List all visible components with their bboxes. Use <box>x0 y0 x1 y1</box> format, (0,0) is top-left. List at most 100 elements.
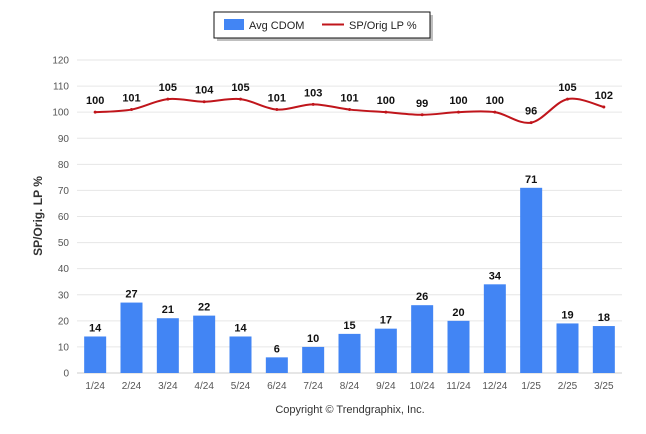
x-tick-label: 2/24 <box>122 381 142 392</box>
y-tick-label: 110 <box>53 82 69 93</box>
line-value-label: 96 <box>525 106 537 118</box>
bar-value-label: 34 <box>489 270 502 282</box>
y-tick-label: 20 <box>58 316 70 327</box>
bar <box>374 328 397 373</box>
bar-value-label: 18 <box>598 312 610 324</box>
line-value-label: 100 <box>449 95 467 107</box>
bar-value-label: 20 <box>452 307 464 319</box>
y-tick-label: 0 <box>63 369 69 380</box>
y-tick-label: 120 <box>52 56 69 67</box>
x-tick-label: 12/24 <box>482 381 507 392</box>
copyright-footer: Copyright © Trendgraphix, Inc. <box>275 404 424 416</box>
bar-value-label: 27 <box>125 289 137 301</box>
bar <box>520 187 543 373</box>
bar-value-label: 21 <box>162 304 174 316</box>
bar <box>556 323 579 373</box>
line-value-label: 101 <box>122 93 140 105</box>
y-tick-label: 100 <box>52 108 69 119</box>
x-tick-label: 1/24 <box>85 381 105 392</box>
bar <box>447 320 470 373</box>
bar <box>120 302 143 373</box>
bar-value-label: 22 <box>198 302 210 314</box>
bar <box>592 326 615 373</box>
data-labels: 14 27 21 22 14 6 10 15 17 26 20 34 71 19 18 100 101 105 10… <box>86 82 613 355</box>
bar-value-label: 26 <box>416 291 428 303</box>
bar <box>229 336 252 373</box>
bar-value-label: 14 <box>234 322 247 334</box>
y-tick-label: 60 <box>58 212 70 223</box>
line-value-label: 103 <box>304 87 322 99</box>
line-value-label: 101 <box>268 93 286 105</box>
x-tick-label: 3/25 <box>594 381 614 392</box>
bar <box>156 318 179 373</box>
line-value-label: 105 <box>159 82 177 94</box>
y-tick-label: 10 <box>58 342 70 353</box>
line-point <box>566 97 569 101</box>
line-point <box>311 102 315 106</box>
line-point <box>420 113 424 117</box>
line-point <box>93 110 97 114</box>
x-tick-label: 7/24 <box>303 381 323 392</box>
bar-series <box>84 187 615 373</box>
line-point <box>384 110 388 114</box>
bar-value-label: 71 <box>525 174 537 186</box>
line-value-label: 100 <box>377 95 395 107</box>
bar <box>302 346 325 373</box>
bar <box>193 315 216 373</box>
line-point <box>457 110 460 114</box>
bar-value-label: 14 <box>89 322 102 334</box>
line-value-label: 99 <box>416 98 428 110</box>
line-point <box>529 121 533 125</box>
line-point <box>275 108 279 112</box>
y-tick-label: 40 <box>58 264 70 275</box>
line-point <box>239 97 242 101</box>
y-tick-label: 80 <box>58 160 70 171</box>
y-tick-label: 70 <box>58 186 70 197</box>
x-axis: 1/24 2/24 3/24 4/24 5/24 6/24 7/24 8/24 9/24 10/2… <box>85 381 614 392</box>
bar <box>483 284 506 373</box>
y-tick-label: 30 <box>58 290 70 301</box>
line-value-label: 104 <box>195 85 214 97</box>
bar <box>84 336 107 373</box>
bar <box>265 357 288 373</box>
line-point <box>602 105 606 109</box>
line-point <box>202 100 206 104</box>
line-value-label: 101 <box>340 93 358 105</box>
legend: Avg CDOM SP/Orig LP % <box>213 11 433 41</box>
x-tick-label: 2/25 <box>558 381 578 392</box>
x-tick-label: 9/24 <box>376 381 396 392</box>
bar-value-label: 10 <box>307 333 319 345</box>
x-tick-label: 4/24 <box>194 381 214 392</box>
bar-value-label: 6 <box>274 343 280 355</box>
y-axis-title: SP/Orig. LP % <box>31 176 45 256</box>
x-tick-label: 8/24 <box>340 381 360 392</box>
legend-label-bar: Avg CDOM <box>249 20 304 32</box>
bar <box>411 305 434 373</box>
bar-value-label: 17 <box>380 315 392 327</box>
x-tick-label: 3/24 <box>158 381 178 392</box>
y-tick-label: 90 <box>58 134 70 145</box>
x-tick-label: 1/25 <box>521 381 541 392</box>
line-point <box>493 110 497 114</box>
line-series <box>93 97 606 125</box>
x-tick-label: 6/24 <box>267 381 287 392</box>
line-value-label: 102 <box>595 90 613 102</box>
line-point <box>348 108 351 112</box>
y-tick-label: 50 <box>58 238 70 249</box>
x-tick-label: 5/24 <box>231 381 251 392</box>
legend-label-line: SP/Orig LP % <box>349 20 417 32</box>
bar-value-label: 19 <box>561 309 573 321</box>
line-value-label: 100 <box>86 95 104 107</box>
x-tick-label: 10/24 <box>410 381 435 392</box>
line-value-label: 105 <box>231 82 249 94</box>
bar <box>338 333 361 373</box>
line-value-label: 100 <box>486 95 504 107</box>
bar-value-label: 15 <box>343 320 355 332</box>
line-point <box>130 108 133 112</box>
x-tick-label: 11/24 <box>446 381 471 392</box>
line-value-label: 105 <box>558 82 576 94</box>
line-point <box>166 97 170 101</box>
legend-swatch-bar <box>224 19 244 30</box>
